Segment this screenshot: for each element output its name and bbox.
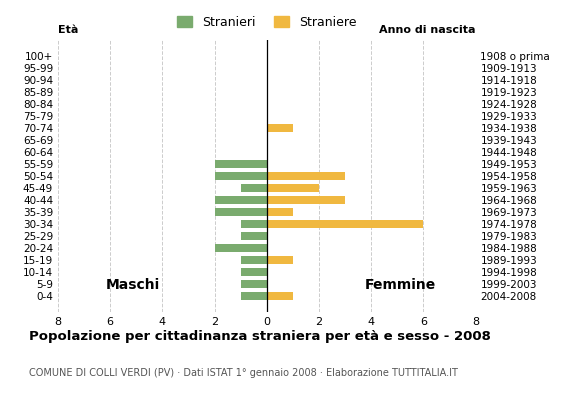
Text: Maschi: Maschi: [106, 278, 160, 292]
Bar: [267, 220, 423, 228]
Bar: [267, 292, 293, 300]
Bar: [267, 208, 293, 216]
Bar: [241, 232, 267, 240]
Bar: [241, 256, 267, 264]
Bar: [241, 220, 267, 228]
Legend: Stranieri, Straniere: Stranieri, Straniere: [172, 11, 362, 34]
Bar: [215, 244, 267, 252]
Text: Femmine: Femmine: [365, 278, 436, 292]
Bar: [267, 256, 293, 264]
Bar: [267, 124, 293, 132]
Text: Età: Età: [58, 24, 78, 34]
Text: Popolazione per cittadinanza straniera per età e sesso - 2008: Popolazione per cittadinanza straniera p…: [29, 330, 491, 343]
Bar: [215, 208, 267, 216]
Bar: [241, 184, 267, 192]
Bar: [241, 292, 267, 300]
Text: COMUNE DI COLLI VERDI (PV) · Dati ISTAT 1° gennaio 2008 · Elaborazione TUTTITALI: COMUNE DI COLLI VERDI (PV) · Dati ISTAT …: [29, 368, 458, 378]
Bar: [267, 184, 319, 192]
Bar: [267, 172, 345, 180]
Bar: [215, 172, 267, 180]
Bar: [241, 268, 267, 276]
Bar: [267, 196, 345, 204]
Bar: [215, 160, 267, 168]
Text: Anno di nascita: Anno di nascita: [379, 24, 476, 34]
Bar: [215, 196, 267, 204]
Bar: [241, 280, 267, 288]
